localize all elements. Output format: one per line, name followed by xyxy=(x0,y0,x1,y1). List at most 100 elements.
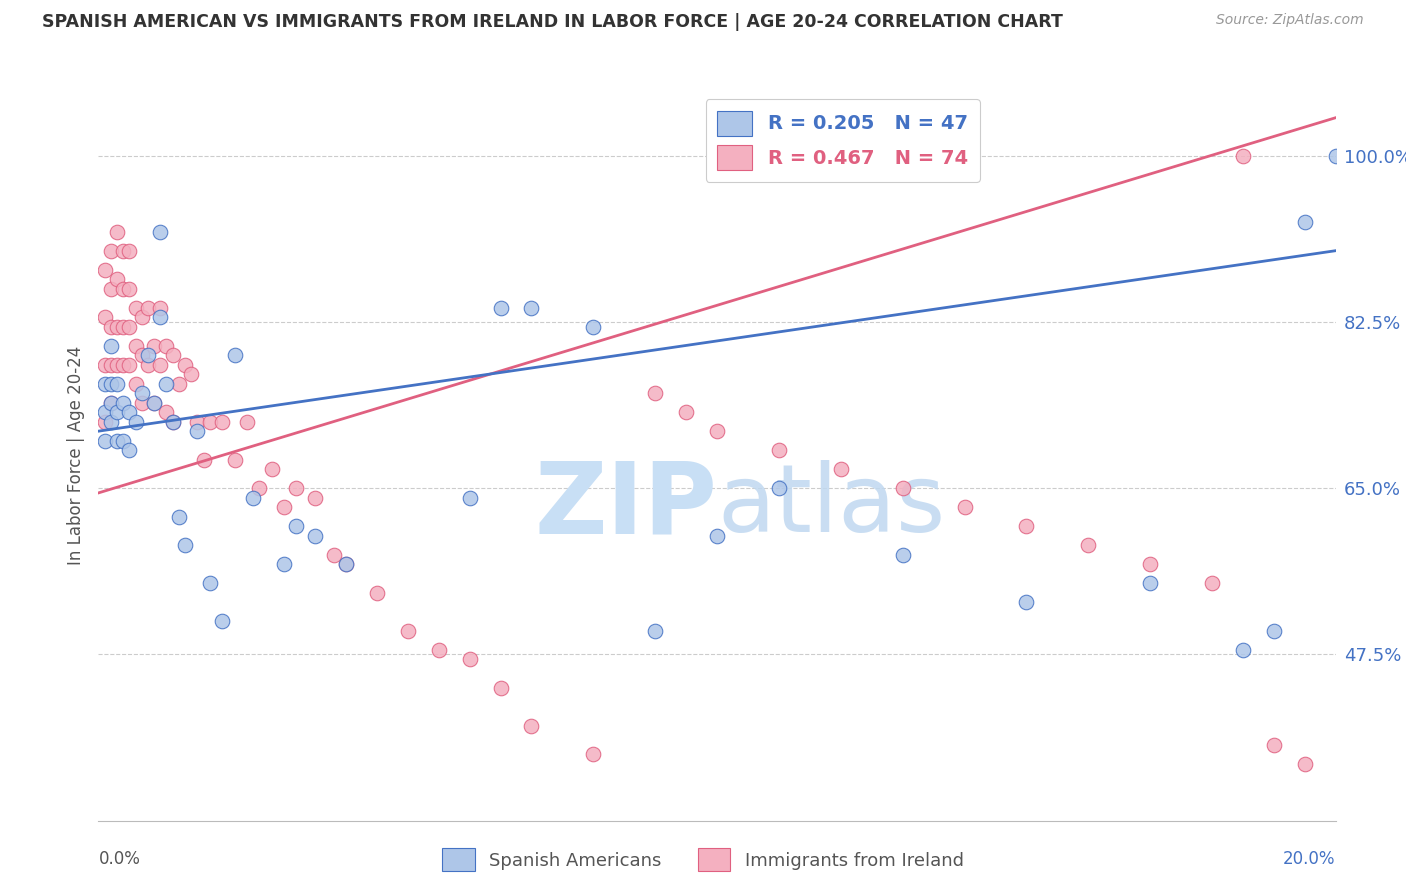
Point xyxy=(768,443,790,458)
Point xyxy=(1077,538,1099,552)
Point xyxy=(706,529,728,543)
Point xyxy=(489,301,512,315)
Text: 0.0%: 0.0% xyxy=(98,850,141,868)
Point xyxy=(162,348,184,362)
Point xyxy=(112,434,135,448)
Text: SPANISH AMERICAN VS IMMIGRANTS FROM IRELAND IN LABOR FORCE | AGE 20-24 CORRELATI: SPANISH AMERICAN VS IMMIGRANTS FROM IREL… xyxy=(42,13,1063,31)
Point xyxy=(1294,756,1316,771)
Point xyxy=(224,348,246,362)
Point xyxy=(112,244,135,258)
Point xyxy=(105,225,128,239)
Point xyxy=(706,424,728,438)
Point xyxy=(211,415,233,429)
Point xyxy=(149,358,172,372)
Point xyxy=(260,462,283,476)
Point xyxy=(953,500,976,515)
Point xyxy=(162,415,184,429)
Point xyxy=(247,481,270,495)
Point xyxy=(100,319,122,334)
Point xyxy=(124,339,146,353)
Point xyxy=(136,301,159,315)
Point xyxy=(124,376,146,391)
Point xyxy=(131,310,153,325)
Point xyxy=(224,452,246,467)
Point xyxy=(105,376,128,391)
Point xyxy=(335,557,357,571)
Point xyxy=(100,395,122,409)
Point xyxy=(458,491,481,505)
Point xyxy=(1015,519,1038,533)
Point xyxy=(180,367,202,381)
Point xyxy=(458,652,481,666)
Legend: Spanish Americans, Immigrants from Ireland: Spanish Americans, Immigrants from Irela… xyxy=(434,841,972,879)
Point xyxy=(100,244,122,258)
Point xyxy=(162,415,184,429)
Point xyxy=(149,310,172,325)
Point xyxy=(112,319,135,334)
Point xyxy=(143,395,166,409)
Point xyxy=(242,491,264,505)
Point xyxy=(100,339,122,353)
Point xyxy=(155,376,177,391)
Text: 20.0%: 20.0% xyxy=(1284,850,1336,868)
Point xyxy=(193,452,215,467)
Point xyxy=(105,319,128,334)
Point xyxy=(1263,738,1285,752)
Point xyxy=(100,282,122,296)
Point xyxy=(427,642,450,657)
Point xyxy=(174,538,197,552)
Point xyxy=(1232,149,1254,163)
Text: Source: ZipAtlas.com: Source: ZipAtlas.com xyxy=(1216,13,1364,28)
Point xyxy=(582,747,605,761)
Point xyxy=(304,529,326,543)
Point xyxy=(100,358,122,372)
Point xyxy=(118,405,141,419)
Point xyxy=(1139,576,1161,591)
Y-axis label: In Labor Force | Age 20-24: In Labor Force | Age 20-24 xyxy=(66,345,84,565)
Point xyxy=(100,395,122,409)
Point xyxy=(644,386,666,401)
Point xyxy=(582,319,605,334)
Point xyxy=(136,348,159,362)
Point xyxy=(118,443,141,458)
Point xyxy=(105,405,128,419)
Point xyxy=(118,244,141,258)
Point xyxy=(93,310,115,325)
Point xyxy=(675,405,697,419)
Point xyxy=(236,415,259,429)
Point xyxy=(273,500,295,515)
Point xyxy=(155,339,177,353)
Point xyxy=(366,585,388,599)
Point xyxy=(304,491,326,505)
Point xyxy=(112,358,135,372)
Point xyxy=(93,434,115,448)
Point xyxy=(93,415,115,429)
Point xyxy=(124,415,146,429)
Point xyxy=(112,282,135,296)
Point xyxy=(520,719,543,733)
Point xyxy=(100,376,122,391)
Point xyxy=(198,415,221,429)
Point xyxy=(143,395,166,409)
Point xyxy=(1139,557,1161,571)
Point xyxy=(118,358,141,372)
Point xyxy=(93,376,115,391)
Point xyxy=(136,358,159,372)
Point xyxy=(124,301,146,315)
Point xyxy=(1324,149,1347,163)
Point xyxy=(335,557,357,571)
Point xyxy=(167,376,190,391)
Point xyxy=(891,481,914,495)
Point xyxy=(1232,642,1254,657)
Point xyxy=(285,481,308,495)
Point xyxy=(273,557,295,571)
Point xyxy=(149,225,172,239)
Point xyxy=(396,624,419,638)
Point xyxy=(167,509,190,524)
Point xyxy=(105,434,128,448)
Point xyxy=(830,462,852,476)
Point xyxy=(149,301,172,315)
Point xyxy=(322,548,344,562)
Point xyxy=(489,681,512,695)
Point xyxy=(285,519,308,533)
